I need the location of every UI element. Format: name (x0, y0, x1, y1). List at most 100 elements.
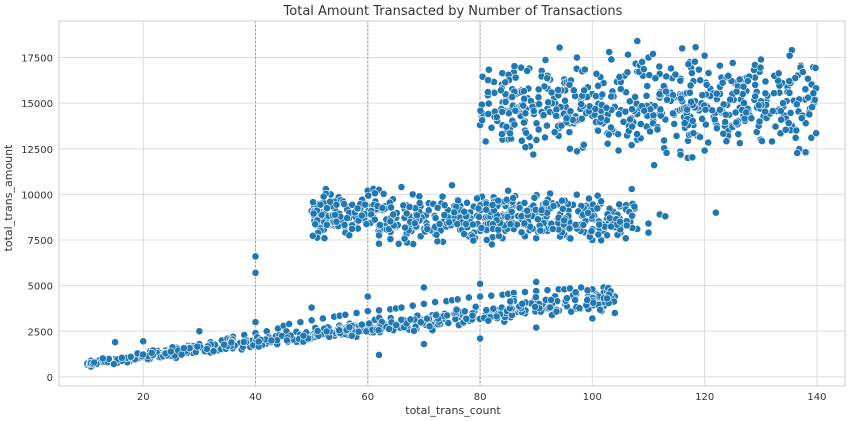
data-point (701, 105, 710, 114)
data-point (607, 55, 616, 64)
data-point (518, 299, 527, 308)
data-point (566, 234, 575, 243)
data-point (643, 82, 652, 90)
data-point (357, 211, 366, 220)
data-point (735, 75, 744, 84)
data-point (631, 93, 640, 101)
data-point (343, 214, 352, 222)
data-point (519, 118, 528, 127)
data-point (433, 203, 442, 212)
data-point (777, 115, 786, 124)
data-point (561, 96, 569, 105)
data-point (671, 70, 680, 79)
data-point (558, 196, 566, 205)
data-point (571, 288, 580, 297)
data-point (791, 74, 800, 82)
data-point (557, 121, 566, 130)
data-point (579, 221, 588, 229)
data-point (571, 220, 580, 229)
data-point (580, 86, 589, 95)
data-point (616, 217, 624, 226)
data-point (476, 279, 484, 288)
data-point (740, 99, 748, 107)
data-point (716, 105, 724, 114)
y-tick-label: 0 (47, 373, 53, 384)
data-point (361, 200, 370, 209)
data-point (793, 149, 802, 157)
data-point (544, 98, 553, 107)
data-point (662, 148, 671, 157)
data-point (568, 115, 577, 124)
data-point (453, 295, 462, 304)
data-point (628, 211, 636, 220)
data-point (577, 100, 586, 108)
data-point (607, 92, 616, 101)
data-point (541, 56, 550, 64)
data-point (704, 138, 713, 147)
data-point (701, 120, 710, 129)
data-point (747, 114, 756, 123)
data-point (781, 125, 790, 134)
data-point (166, 347, 175, 356)
data-point (435, 220, 444, 228)
data-point (440, 201, 449, 210)
data-point (475, 213, 484, 221)
data-point (655, 90, 664, 98)
data-point (592, 69, 601, 78)
data-point (565, 128, 574, 137)
data-point (531, 293, 540, 302)
data-point (711, 208, 720, 217)
data-point (484, 76, 492, 85)
data-point (751, 92, 760, 101)
data-point (440, 211, 449, 220)
data-point (798, 68, 807, 76)
data-point (805, 110, 814, 119)
data-point (482, 306, 491, 315)
data-point (580, 65, 589, 74)
data-point (478, 116, 487, 125)
data-point (575, 304, 584, 313)
data-point (670, 120, 679, 128)
data-point (375, 351, 383, 359)
data-point (405, 203, 414, 211)
data-point (504, 186, 513, 195)
data-point (791, 133, 800, 142)
data-point (444, 319, 453, 327)
data-point (502, 195, 511, 204)
x-tick-label: 120 (695, 392, 714, 403)
data-point (307, 303, 316, 312)
data-point (807, 133, 816, 142)
data-point (603, 294, 611, 303)
data-point (432, 311, 440, 319)
data-point (803, 74, 812, 83)
data-point (696, 133, 704, 141)
data-point (462, 219, 470, 228)
data-point (591, 92, 600, 100)
data-point (313, 327, 322, 335)
data-point (519, 101, 528, 110)
data-point (642, 91, 651, 100)
data-point (506, 129, 514, 138)
data-point (490, 88, 499, 97)
data-point (385, 325, 394, 333)
data-point (792, 100, 801, 109)
data-point (316, 200, 325, 209)
data-point (126, 352, 135, 361)
data-point (379, 189, 388, 198)
data-point (267, 336, 276, 345)
data-point (410, 219, 419, 228)
data-point (322, 327, 331, 336)
data-point (650, 161, 659, 170)
data-point (565, 80, 574, 89)
data-point (239, 338, 248, 346)
data-point (645, 71, 654, 79)
data-point (638, 58, 647, 66)
data-point (513, 220, 521, 229)
data-point (754, 101, 763, 110)
data-point (732, 87, 741, 96)
data-point (573, 147, 581, 156)
data-point (209, 347, 218, 356)
data-point (669, 109, 677, 118)
data-point (251, 268, 260, 277)
